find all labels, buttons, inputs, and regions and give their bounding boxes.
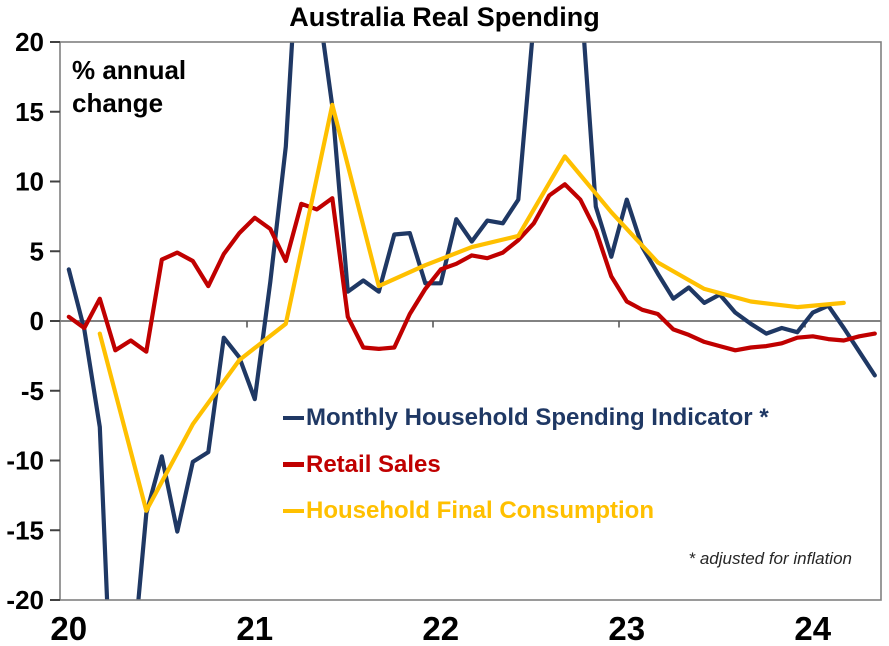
y-axis-tick-label: 20 [15, 27, 44, 57]
series-line-1 [66, 182, 877, 354]
legend-label-household-final-consumption: Household Final Consumption [306, 497, 654, 524]
y-axis-unit-line2: change [72, 88, 164, 118]
legend-label-monthly-household-spending: Monthly Household Spending Indicator * [306, 404, 769, 431]
legend-line-sample-yellow-icon [283, 508, 304, 514]
y-axis-tick-label: 0 [30, 306, 44, 336]
y-axis-tick-label: 10 [15, 167, 44, 197]
y-axis-tick-label: -15 [6, 515, 44, 545]
legend-label-retail-sales: Retail Sales [306, 450, 441, 478]
y-axis-tick-label: -10 [6, 446, 44, 476]
footnote: * adjusted for inflation [688, 549, 853, 568]
legend-item-household-final-consumption: Household Final Consumption [283, 496, 769, 526]
chart-legend: Monthly Household Spending Indicator * R… [283, 403, 769, 543]
y-axis-tick-label: -5 [21, 376, 44, 406]
legend-item-monthly-household-spending: Monthly Household Spending Indicator * [283, 403, 769, 433]
x-axis-tick-label: 24 [794, 610, 831, 646]
x-axis-tick-label: 21 [236, 610, 273, 646]
y-axis-tick-label: -20 [6, 585, 44, 615]
legend-item-retail-sales: Retail Sales [283, 450, 769, 480]
series-line-0 [66, 42, 877, 600]
legend-line-sample-red-icon [283, 462, 304, 467]
legend-line-sample-blue-icon [283, 415, 304, 421]
x-axis-tick-label: 22 [422, 610, 459, 646]
y-axis-tick-label: 15 [15, 97, 44, 127]
series-line-2 [97, 102, 846, 513]
y-axis-unit-line1: % annual [72, 55, 187, 85]
y-axis-tick-label: 5 [30, 236, 44, 266]
chart-title: Australia Real Spending [289, 2, 600, 32]
x-axis-tick-label: 20 [50, 610, 87, 646]
y-axis-unit-label: % annual change [72, 54, 186, 120]
series-group [66, 42, 877, 600]
x-axis-tick-label: 23 [608, 610, 645, 646]
